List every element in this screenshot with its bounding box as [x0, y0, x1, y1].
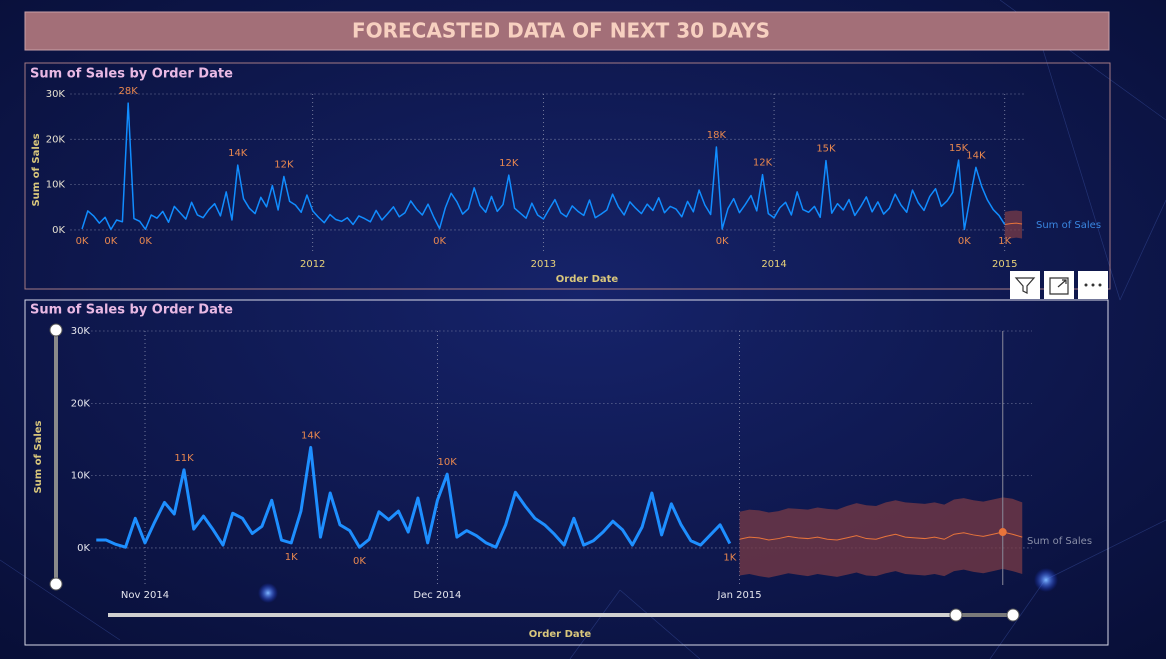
slider-handle[interactable]	[49, 323, 63, 337]
y-tick-label: 30K	[46, 89, 66, 100]
legend-label: Sum of Sales	[1027, 536, 1092, 547]
glow	[1034, 568, 1058, 592]
x-tick-label: Nov 2014	[121, 590, 169, 601]
title-bar	[24, 11, 1110, 51]
data-label: 1K	[723, 553, 736, 564]
x-tick-label: Jan 2015	[717, 590, 762, 601]
data-label: 15K	[816, 144, 836, 155]
series-line	[96, 445, 732, 549]
y-tick-label: 30K	[71, 326, 91, 337]
x-zoom-slider	[108, 608, 1020, 622]
data-label: 14K	[228, 148, 248, 159]
x-tick-label: 2013	[531, 259, 556, 270]
chart-title: Sum of Sales by Order Date	[30, 303, 233, 318]
data-label: 0K	[353, 556, 366, 567]
y-axis-title: Sum of Sales	[31, 133, 42, 206]
legend-label: Sum of Sales	[1036, 220, 1101, 231]
data-label: 0K	[104, 236, 117, 247]
data-label: 15K	[949, 143, 969, 154]
focus-icon	[1049, 277, 1069, 295]
data-label: 28K	[119, 86, 139, 97]
data-label: 12K	[499, 158, 519, 169]
forecast-point	[998, 528, 1007, 537]
y-tick-label: 10K	[46, 180, 66, 191]
data-label: 0K	[139, 236, 152, 247]
glow	[258, 583, 278, 603]
slider-handle[interactable]	[49, 577, 63, 591]
dashboard-title: FORECASTED DATA OF NEXT 30 DAYS	[352, 19, 770, 43]
y-tick-label: 0K	[77, 543, 90, 554]
series-line	[81, 102, 1006, 231]
x-tick-label: 2012	[300, 259, 325, 270]
data-label: 1K	[998, 236, 1011, 247]
more-icon	[1084, 283, 1102, 287]
data-label: 14K	[301, 430, 321, 441]
data-label: 0K	[433, 236, 446, 247]
data-label: 0K	[958, 236, 971, 247]
data-label: 11K	[174, 453, 194, 464]
forecast-band	[1004, 210, 1023, 239]
slider-handle[interactable]	[1006, 608, 1020, 622]
data-label: 18K	[707, 130, 727, 141]
focus-button[interactable]	[1044, 271, 1074, 299]
y-tick-label: 20K	[71, 398, 91, 409]
filter-icon	[1014, 277, 1036, 294]
data-label: 10K	[438, 457, 458, 468]
forecast-line	[1004, 222, 1023, 225]
forecast-line	[739, 531, 1023, 541]
charts: Sum of Sales by Order Date Sum of Sales Or…	[30, 67, 1101, 641]
y-axis-title: Sum of Sales	[33, 420, 44, 493]
x-axis-title: Order Date	[529, 629, 592, 640]
x-axis-title: Order Date	[556, 274, 619, 285]
data-label: 0K	[76, 236, 89, 247]
y-tick-label: 20K	[46, 134, 66, 145]
x-tick-label: 2014	[761, 259, 786, 270]
data-label: 14K	[966, 150, 986, 161]
x-tick-label: 2015	[992, 259, 1017, 270]
y-tick-label: 0K	[52, 225, 65, 236]
chart-frame	[24, 299, 1109, 646]
data-label: 1K	[285, 552, 298, 563]
chart-frame	[24, 62, 1111, 290]
x-tick-label: Dec 2014	[413, 590, 461, 601]
data-label: 12K	[274, 159, 294, 170]
y-tick-label: 10K	[71, 471, 91, 482]
data-label: 0K	[716, 236, 729, 247]
visual-header	[1010, 271, 1108, 299]
chart-title: Sum of Sales by Order Date	[30, 67, 233, 82]
data-label: 12K	[753, 158, 773, 169]
slider-handle[interactable]	[949, 608, 963, 622]
y-zoom-slider	[49, 323, 63, 591]
filter-button[interactable]	[1010, 271, 1040, 299]
